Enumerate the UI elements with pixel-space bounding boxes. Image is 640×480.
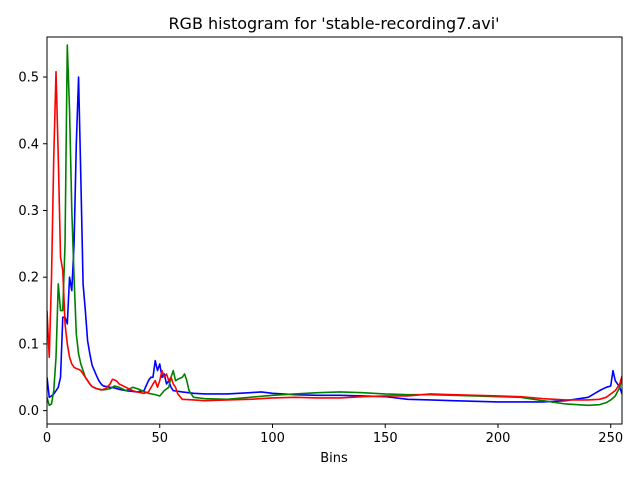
x-tick-label: 50 <box>151 431 168 446</box>
axes-layer: 0 50 100 150 200 250 0.0 0.1 0.2 0.3 0.4 0.5 <box>18 36 623 446</box>
y-tick-label: 0.2 <box>18 271 39 286</box>
series-line-0 <box>47 76 622 403</box>
y-tick-label: 0.5 <box>18 71 39 86</box>
plot-frame <box>46 36 623 425</box>
y-tick-label: 0.3 <box>18 204 39 219</box>
y-tick-label: 0.0 <box>18 404 39 419</box>
chart-title: RGB histogram for 'stable-recording7.avi… <box>168 14 499 33</box>
series-line-2 <box>47 70 622 402</box>
y-tick-label: 0.1 <box>18 337 39 352</box>
series-layer <box>47 44 622 407</box>
series-line-1 <box>47 44 622 407</box>
x-tick-label: 250 <box>598 431 623 446</box>
x-tick-label: 150 <box>373 431 398 446</box>
y-tick-label: 0.4 <box>18 137 39 152</box>
x-tick-label: 200 <box>486 431 511 446</box>
x-tick-label: 0 <box>43 431 51 446</box>
x-tick-label: 100 <box>260 431 285 446</box>
x-axis-label: Bins <box>320 451 348 466</box>
